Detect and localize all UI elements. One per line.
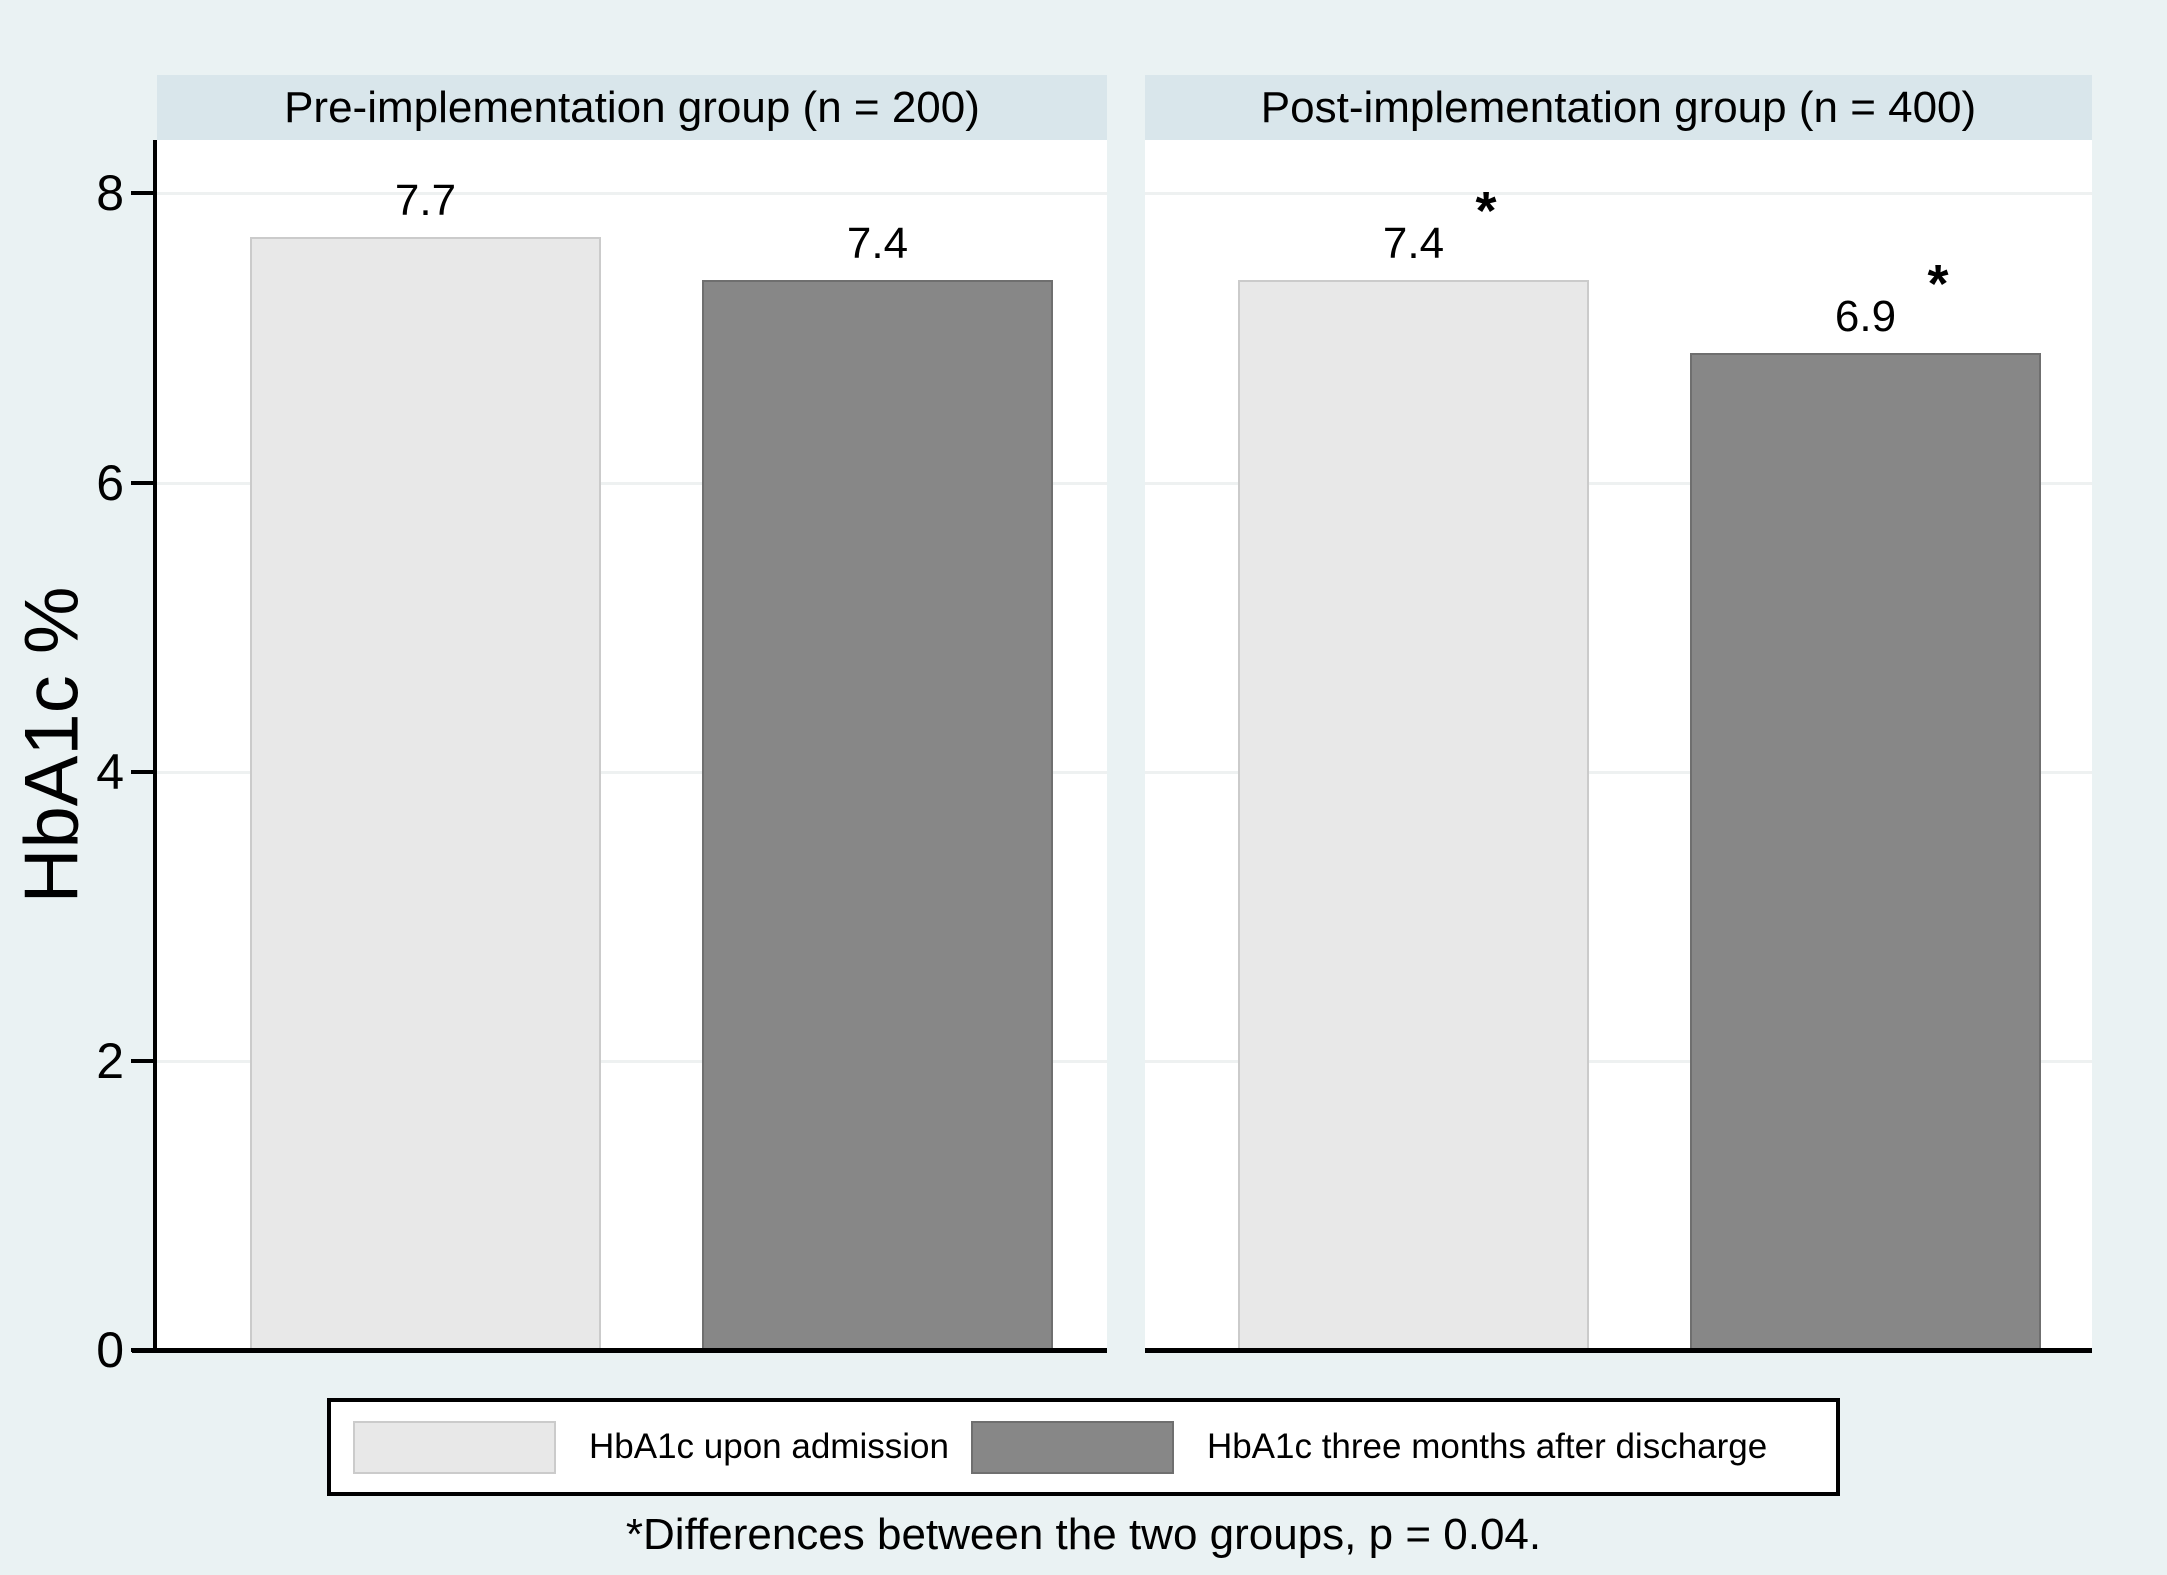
y-axis-tick-label: 8: [96, 165, 124, 222]
bar-value-label: 7.4: [702, 218, 1053, 270]
legend-swatch-dark: [970, 1420, 1174, 1474]
gridline: [157, 192, 1107, 196]
bar-admission: [250, 236, 601, 1350]
significance-asterisk: *: [1927, 253, 1949, 314]
gridline: [1145, 192, 2092, 196]
y-axis-tick: [131, 480, 154, 485]
bar-admission: [1238, 280, 1589, 1350]
x-axis-line: [1145, 1348, 2092, 1353]
plot-area: 7.7 7.4: [132, 140, 1107, 1353]
y-axis-tick: [131, 1058, 154, 1063]
x-axis-line: [132, 1348, 1107, 1353]
gridline: [157, 1059, 1107, 1063]
y-axis-tick: [131, 191, 154, 196]
y-axis-tick-label: 4: [96, 743, 124, 800]
legend-label-admission: HbA1c upon admission: [589, 1427, 949, 1466]
gridline: [157, 481, 1107, 485]
bar-discharge: [702, 280, 1053, 1350]
significance-asterisk: *: [1475, 181, 1497, 242]
bar-value-label: 7.7: [250, 175, 601, 227]
y-axis-tick-label: 0: [96, 1322, 124, 1378]
legend-item-admission: HbA1c upon admission: [353, 1420, 949, 1474]
panel-title: Post-implementation group (n = 400): [1145, 75, 2092, 140]
panel-title: Pre-implementation group (n = 200): [157, 75, 1107, 140]
legend-item-discharge: HbA1c three months after discharge: [970, 1420, 1768, 1474]
gridline: [157, 770, 1107, 774]
bar-value-number: 7.4: [846, 219, 909, 269]
bar-value-label: 6.9 *: [1690, 257, 2041, 343]
y-axis-tick: [131, 769, 154, 774]
bar-value-number: 7.7: [394, 175, 457, 225]
plot-area: 7.4 * 6.9 *: [1145, 140, 2092, 1353]
footnote: *Differences between the two groups, p =…: [625, 1510, 1542, 1559]
y-axis-tick-label: 2: [96, 1032, 124, 1089]
legend-label-discharge: HbA1c three months after discharge: [1206, 1427, 1768, 1466]
bar-discharge: [1690, 352, 2041, 1350]
legend: HbA1c upon admission HbA1c three months …: [327, 1398, 1840, 1496]
legend-swatch-light: [353, 1420, 556, 1474]
gridline: [1145, 770, 2092, 774]
bar-value-number: 7.4: [1382, 219, 1445, 269]
gridline: [1145, 1059, 2092, 1063]
bar-value-number: 6.9: [1834, 291, 1897, 341]
y-axis-tick-label: 6: [96, 454, 124, 511]
gridline: [1145, 481, 2092, 485]
bar-value-label: 7.4 *: [1238, 184, 1589, 270]
y-axis-line: [153, 140, 157, 1353]
